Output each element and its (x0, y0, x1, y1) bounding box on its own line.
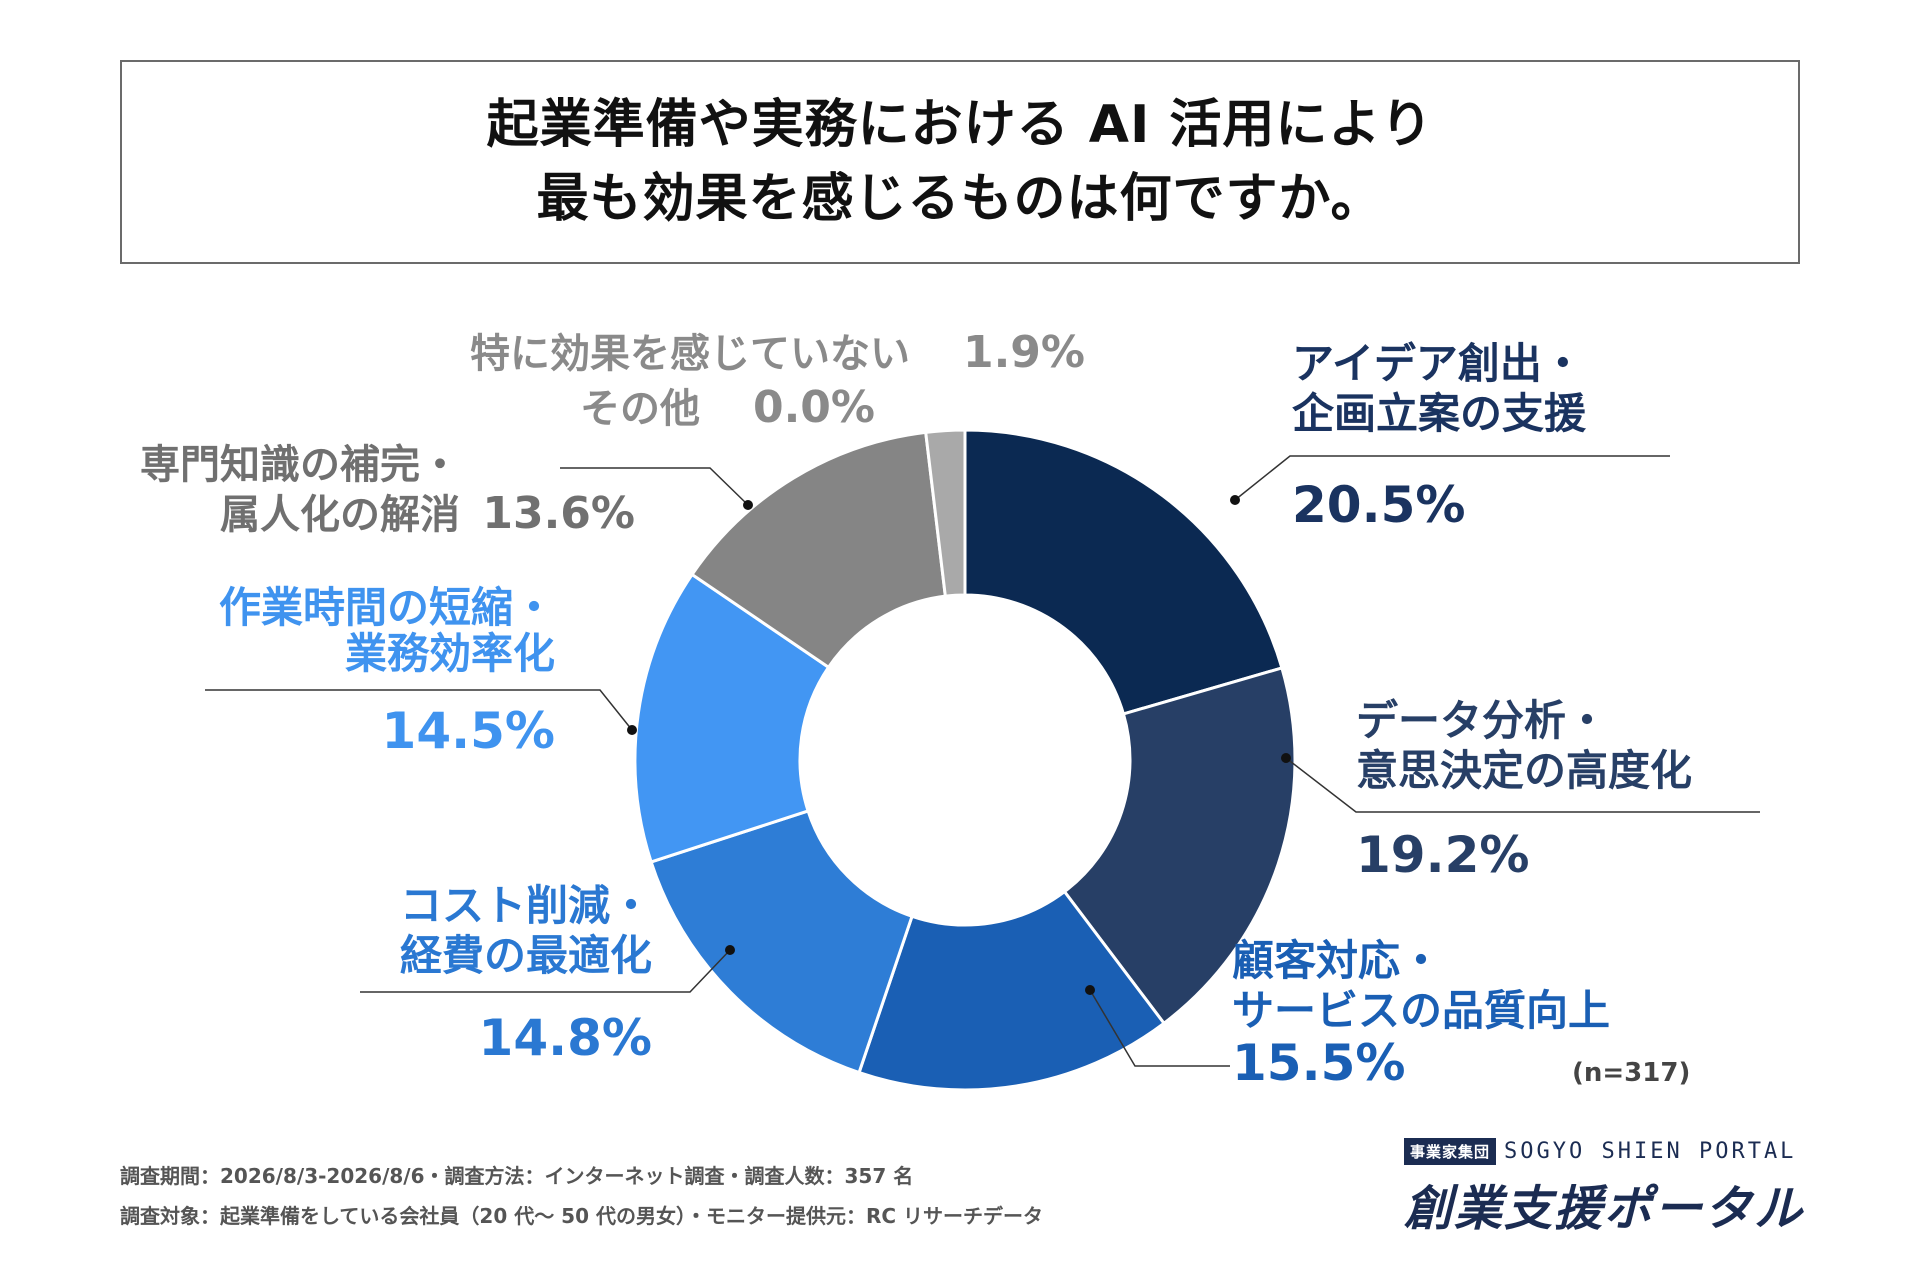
slice-label-pct-5: 13.6% (482, 488, 635, 539)
slice-label-pct-1: 19.2% (1356, 826, 1529, 884)
slice-label-1: データ分析・意思決定の高度化 19.2% (1356, 696, 1692, 884)
brand-japanese-name: 創業支援ポータル (1404, 1181, 1805, 1237)
slice-label-5: 専門知識の補完・属人化の解消 13.6% (140, 442, 635, 539)
leader-dot-3 (725, 945, 735, 955)
question-title-box: 起業準備や実務における AI 活用により 最も効果を感じるものは何ですか。 (120, 60, 1800, 264)
slice-label-4: 作業時間の短縮・業務効率化 14.5% (219, 583, 555, 760)
slice-label-name-0-0: アイデア創出・ (1292, 339, 1584, 388)
leader-line-5 (560, 467, 749, 506)
slice-label-name-2-1: サービスの品質向上 (1232, 986, 1610, 1035)
slice-label-name-1-0: データ分析・ (1356, 696, 1608, 745)
leader-line-4 (205, 689, 633, 731)
question-title-line2: 最も効果を感じるものは何ですか。 (536, 169, 1384, 229)
slice-label-0: アイデア創出・企画立案の支援 20.5% (1292, 339, 1587, 534)
survey-period-note: 調査期間：2026/8/3-2026/8/6・調査方法：インターネット調査・調査… (120, 1164, 914, 1188)
slice-label-pct-4: 14.5% (382, 702, 555, 760)
slice-label-name-1-1: 意思決定の高度化 (1356, 746, 1692, 795)
leader-dot-1 (1281, 753, 1291, 763)
leader-line-2 (1089, 989, 1230, 1067)
slice-label-pct-0: 20.5% (1292, 476, 1465, 534)
donut-slice-1 (1062, 666, 1297, 1026)
sample-size-note: (n=317) (1572, 1058, 1691, 1088)
slice-label-pct-6: 0.0% (753, 382, 875, 433)
donut-slice-5 (689, 430, 948, 670)
survey-target-note: 調査対象：起業準備をしている会社員（20 代～ 50 代の男女）・モニター提供元… (120, 1204, 1043, 1228)
slice-label-name-7-0: 特に効果を感じていない (470, 331, 910, 377)
brand-badge: 事業家集団 (1404, 1138, 1497, 1165)
slice-label-name-5-1: 属人化の解消 (220, 492, 460, 538)
donut-slice-3 (649, 809, 914, 1075)
slice-label-pct-2: 15.5% (1232, 1034, 1405, 1092)
question-title-line1: 起業準備や実務における AI 活用により (486, 95, 1434, 155)
slice-label-name-4-0: 作業時間の短縮・ (219, 583, 555, 632)
slice-label-6: その他 0.0% (580, 382, 875, 433)
leader-dot-2 (1085, 985, 1095, 995)
slice-label-pct-3: 14.8% (479, 1009, 652, 1067)
donut-slice-7 (924, 428, 967, 598)
slice-label-name-2-0: 顧客対応・ (1232, 936, 1442, 985)
brand-english-name: SOGYO SHIEN PORTAL (1504, 1139, 1797, 1164)
slice-label-7: 特に効果を感じていない 1.9% (470, 327, 1085, 378)
slice-label-name-0-1: 企画立案の支援 (1292, 389, 1587, 438)
slice-label-name-3-1: 経費の最適化 (400, 931, 652, 980)
brand-logo-top: 事業家集団 SOGYO SHIEN PORTAL (1404, 1138, 1804, 1165)
leader-dot-0 (1230, 495, 1240, 505)
donut-slice-4 (633, 572, 831, 864)
leader-line-3 (360, 949, 731, 993)
donut-slice-2 (857, 889, 1167, 1092)
slice-label-name-4-1: 業務効率化 (345, 629, 555, 678)
leader-line-1 (1285, 757, 1760, 813)
slice-label-name-6-0: その他 (580, 386, 700, 432)
leader-line-0 (1234, 455, 1670, 501)
brand-logo: 事業家集団 SOGYO SHIEN PORTAL 創業支援ポータル (1404, 1138, 1804, 1239)
leader-dot-5 (743, 500, 753, 510)
donut-slice-0 (963, 428, 1284, 716)
leader-dot-4 (627, 725, 637, 735)
slice-label-name-5-0: 専門知識の補完・ (140, 442, 460, 488)
slice-label-3: コスト削減・経費の最適化 14.8% (400, 881, 652, 1067)
slice-label-name-3-0: コスト削減・ (400, 881, 652, 930)
slice-label-pct-7: 1.9% (963, 327, 1085, 378)
